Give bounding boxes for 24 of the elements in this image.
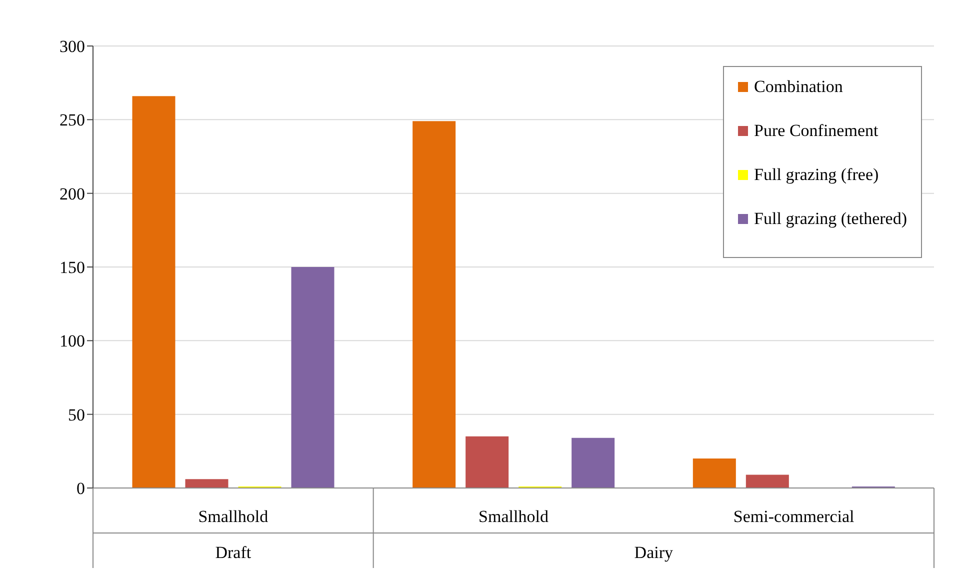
y-tick-label: 0 xyxy=(76,479,85,498)
text: Dairy xyxy=(634,543,674,562)
legend-label: Pure Confinement xyxy=(754,121,878,141)
y-tick-label: 200 xyxy=(60,184,85,204)
bar xyxy=(412,121,456,488)
x-tick-label: Smallhold xyxy=(198,507,269,526)
bar xyxy=(185,479,228,488)
legend-label: Full grazing (tethered) xyxy=(754,209,907,229)
x-tick-label: Smallhold xyxy=(478,507,549,526)
bar xyxy=(132,96,176,488)
bar xyxy=(692,458,736,488)
legend-label: Full grazing (free) xyxy=(754,165,879,185)
text: Draft xyxy=(215,543,252,562)
y-tick-label: 150 xyxy=(60,258,85,278)
bar xyxy=(466,436,509,488)
legend-label: Combination xyxy=(754,77,843,97)
bar xyxy=(746,474,789,488)
bar xyxy=(291,267,334,488)
y-tick-label: 250 xyxy=(60,110,85,130)
y-tick-label: 50 xyxy=(68,405,85,424)
y-tick-label: 100 xyxy=(60,332,85,351)
x-tick-label: Semi-commercial xyxy=(733,507,855,526)
bar xyxy=(572,438,615,488)
y-tick-label: 300 xyxy=(60,37,85,56)
